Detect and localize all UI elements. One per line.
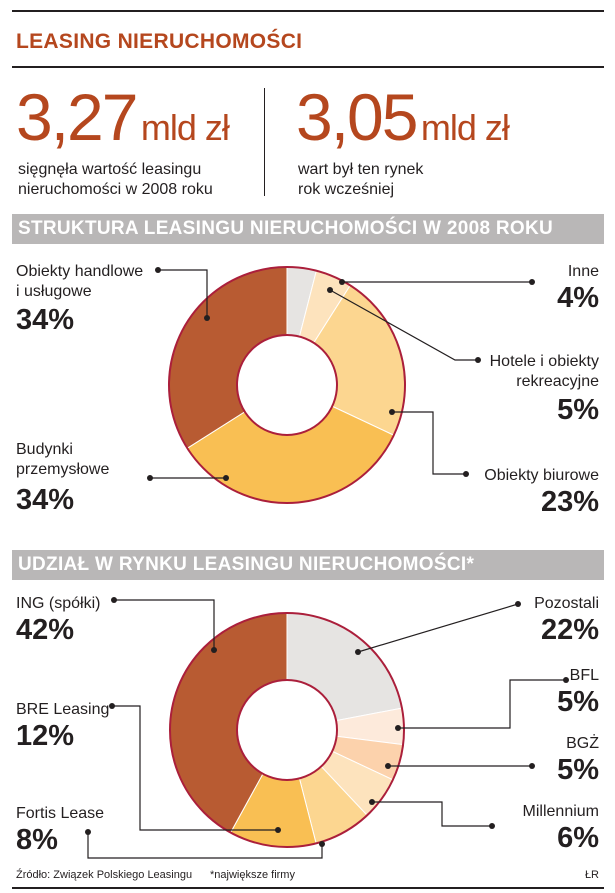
bottom-rule xyxy=(12,887,604,889)
chart2-label-pozostali: Pozostali xyxy=(534,595,599,612)
leader-handlowe xyxy=(158,269,208,318)
leader-pozostali xyxy=(357,603,519,653)
chart2-center-hole xyxy=(236,679,338,781)
leader-bfl xyxy=(398,679,566,729)
chart2-label-bgz: BGŻ xyxy=(566,735,599,752)
chart2-label-bfl: BFL xyxy=(569,667,599,684)
chart1-label-przemyslowe-line2: przemysłowe xyxy=(16,461,110,478)
chart1-label-biurowe: Obiekty biurowe xyxy=(484,467,599,484)
chart1-value-handlowe: 34% xyxy=(16,304,75,336)
chart2-donut xyxy=(169,612,405,848)
leader-dot-biurowe xyxy=(463,471,469,477)
leader-hotele xyxy=(329,289,478,361)
stat-2007-unit: mld zł xyxy=(420,107,510,148)
leader-end-handlowe xyxy=(204,315,210,321)
chart2-label-bre: BRE Leasing xyxy=(16,701,110,718)
chart1-label-handlowe: Obiekty handlowe i usługowe xyxy=(16,262,143,302)
leader-end-millennium xyxy=(369,799,375,805)
stat-2007-caption: wart był ten rynek rok wcześniej xyxy=(298,160,423,200)
stat-2008-caption: sięgnęła wartość leasingu nieruchomości … xyxy=(18,160,213,200)
stat-2008: 3,27 mld zł xyxy=(16,84,230,150)
leader-dot-inne xyxy=(529,279,535,285)
chart1-label-handlowe-line1: Obiekty handlowe xyxy=(16,263,144,280)
leader-end-hotele xyxy=(327,287,333,293)
chart1-leader-lines xyxy=(147,267,535,481)
leader-biurowe xyxy=(392,411,466,475)
page-title: LEASING NIERUCHOMOŚCI xyxy=(16,30,303,53)
chart2-title-band: UDZIAŁ W RYNKU LEASINGU NIERUCHOMOŚCI* xyxy=(12,550,604,580)
leader-end-ing xyxy=(211,647,217,653)
chart1-donut xyxy=(168,266,406,504)
top-rule xyxy=(12,10,604,12)
stat-2007-caption-line2: rok wcześniej xyxy=(298,181,395,198)
chart2-value-millennium: 6% xyxy=(557,822,599,854)
chart1-outer-ring xyxy=(168,266,406,504)
leader-dot-handlowe xyxy=(155,267,161,273)
stat-2008-caption-line2: nieruchomości w 2008 roku xyxy=(18,181,213,198)
leader-end-bre xyxy=(275,827,281,833)
stat-2007-value: 3,05 xyxy=(296,80,418,154)
chart2-label-millennium: Millennium xyxy=(522,803,599,820)
chart1-label-inne: Inne xyxy=(567,263,599,280)
stat-2008-caption-line1: sięgnęła wartość leasingu xyxy=(18,161,202,178)
leader-end-przemyslowe xyxy=(223,475,229,481)
leader-dot-fortis xyxy=(85,829,91,835)
stat-divider xyxy=(264,88,265,196)
leader-dot-bre xyxy=(109,703,115,709)
leader-end-biurowe xyxy=(389,409,395,415)
leader-end-pozostali xyxy=(355,649,361,655)
chart1-label-handlowe-line2: i usługowe xyxy=(16,283,92,300)
chart2-title: UDZIAŁ W RYNKU LEASINGU NIERUCHOMOŚCI* xyxy=(18,554,475,575)
leader-end-bfl xyxy=(395,725,401,731)
chart1-label-hotele-line1: Hotele i obiekty xyxy=(489,353,599,370)
chart2-value-fortis: 8% xyxy=(16,824,58,856)
footer-source: Źródło: Związek Polskiego Leasingu xyxy=(16,869,193,881)
leader-end-inne xyxy=(339,279,345,285)
leader-dot-pozostali xyxy=(515,601,521,607)
leader-dot-hotele xyxy=(475,357,481,363)
leader-dot-bgz xyxy=(529,763,535,769)
stat-2008-value: 3,27 xyxy=(16,80,138,154)
stat-2007-caption-line1: wart był ten rynek xyxy=(298,161,424,178)
chart2-outer-ring xyxy=(169,612,405,848)
chart2-label-fortis: Fortis Lease xyxy=(16,805,105,822)
chart1-value-inne: 4% xyxy=(557,282,599,314)
chart1-title-band: STRUKTURA LEASINGU NIERUCHOMOŚCI W 2008 … xyxy=(12,214,604,244)
stat-2007: 3,05 mld zł xyxy=(296,84,510,150)
chart1-label-przemyslowe: Budynki przemysłowe xyxy=(16,440,109,480)
leader-dot-przemyslowe xyxy=(147,475,153,481)
chart1-title: STRUKTURA LEASINGU NIERUCHOMOŚCI W 2008 … xyxy=(18,218,554,239)
chart2-leader-lines xyxy=(85,597,569,859)
leader-dot-ing xyxy=(111,597,117,603)
footer-credit: ŁR xyxy=(584,869,599,881)
leader-bre xyxy=(112,705,278,831)
chart2-label-ing: ING (spółki) xyxy=(16,595,101,612)
chart1-value-biurowe: 23% xyxy=(540,486,599,518)
chart2-value-ing: 42% xyxy=(16,614,75,646)
chart1-label-przemyslowe-line1: Budynki xyxy=(16,441,73,458)
leader-end-bgz xyxy=(385,763,391,769)
chart2-value-bfl: 5% xyxy=(557,686,599,718)
chart1-value-hotele: 5% xyxy=(557,394,599,426)
title-rule xyxy=(12,66,604,68)
chart1-label-hotele-line2: rekreacyjne xyxy=(516,373,599,390)
chart2-value-pozostali: 22% xyxy=(540,614,599,646)
leader-fortis xyxy=(87,832,323,859)
chart1-value-przemyslowe: 34% xyxy=(16,484,75,516)
chart2-value-bre: 12% xyxy=(16,720,75,752)
chart1-label-hotele: Hotele i obiekty rekreacyjne xyxy=(490,352,599,392)
stat-2008-unit: mld zł xyxy=(140,107,230,148)
leader-dot-millennium xyxy=(489,823,495,829)
footer-note: *największe firmy xyxy=(210,869,295,881)
chart1-center-hole xyxy=(236,334,338,436)
leader-end-fortis xyxy=(319,841,325,847)
chart2-value-bgz: 5% xyxy=(557,754,599,786)
leader-ing xyxy=(114,599,215,650)
leader-millennium xyxy=(372,801,492,827)
leader-dot-bfl xyxy=(563,677,569,683)
